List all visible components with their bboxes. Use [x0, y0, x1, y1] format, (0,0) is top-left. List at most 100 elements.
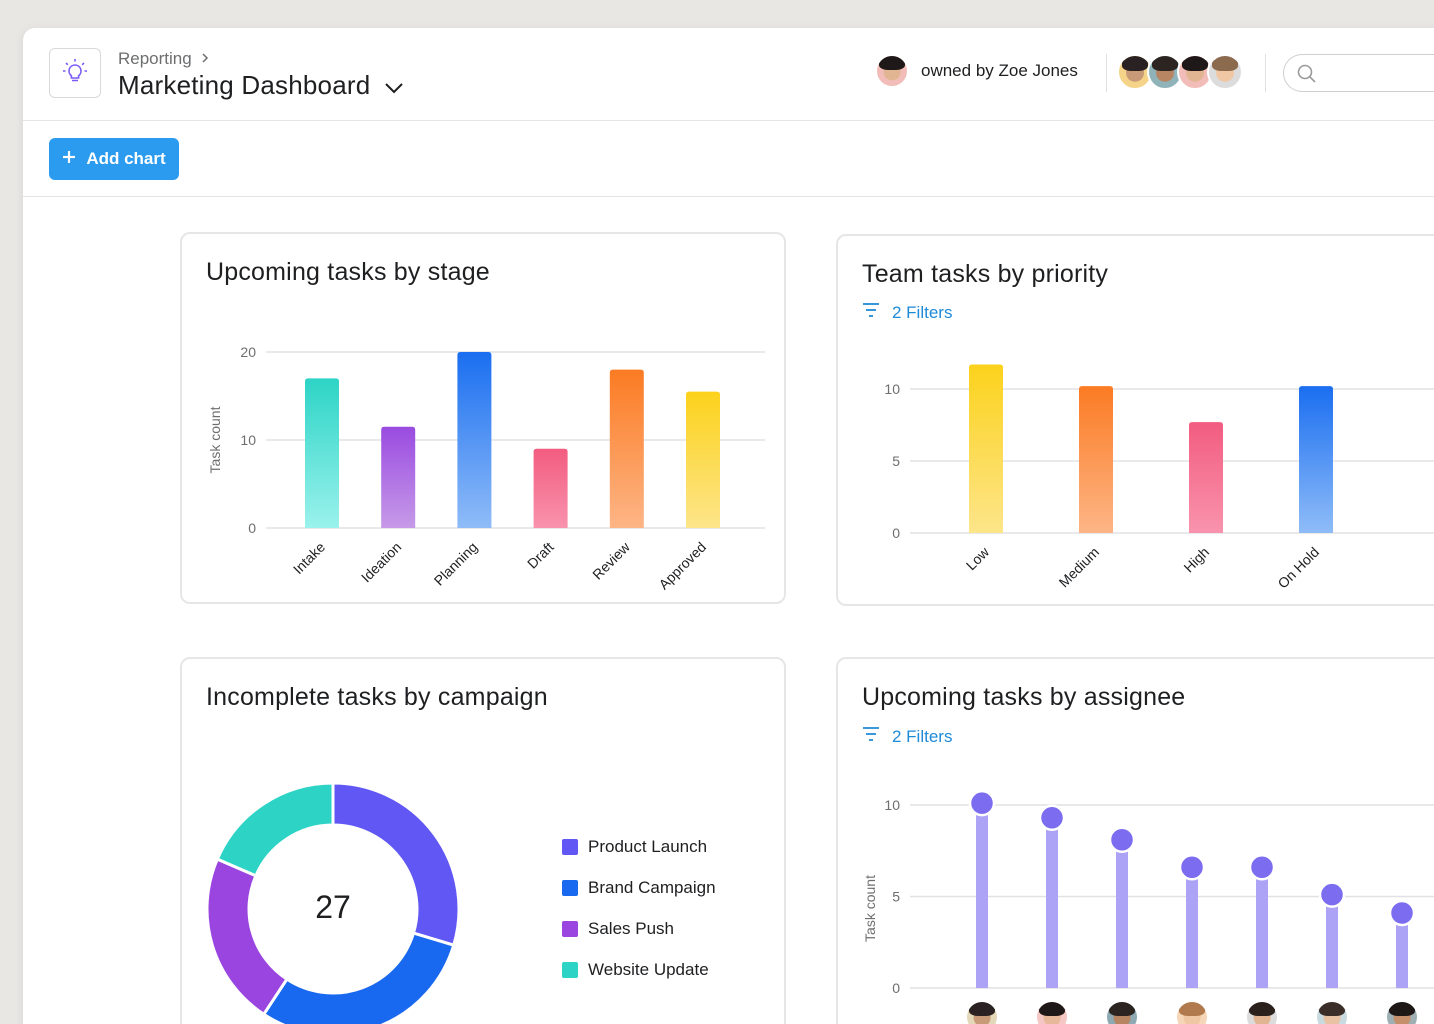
chevron-down-icon[interactable] — [384, 70, 404, 101]
add-chart-label: Add chart — [86, 149, 166, 168]
y-axis-label: Task count — [862, 875, 878, 942]
filters-label: 2 Filters — [892, 726, 953, 746]
lollipop-stem — [1396, 912, 1408, 988]
filter-icon — [862, 726, 880, 747]
bar-approved — [686, 391, 720, 528]
plus-icon — [62, 149, 76, 169]
add-chart-button[interactable]: Add chart — [49, 138, 179, 180]
assignee-avatar[interactable] — [965, 1000, 999, 1024]
legend-item[interactable]: Brand Campaign — [562, 878, 716, 898]
legend-swatch — [562, 839, 578, 855]
legend-swatch — [562, 962, 578, 978]
page-title[interactable]: Marketing Dashboard — [118, 70, 404, 101]
x-tick-label: Planning — [431, 539, 481, 589]
bar-planning — [457, 352, 492, 528]
bar-on-hold — [1299, 386, 1333, 533]
filters-button[interactable]: 2 Filters — [862, 726, 952, 747]
lollipop-stem — [1326, 894, 1338, 988]
stage-bar-chart[interactable]: 0 10 20 Task count Intake Ideation Planning Dra… — [182, 234, 786, 604]
lollipop-point — [1178, 853, 1206, 881]
search-icon — [1296, 63, 1318, 90]
lollipop-stem — [976, 803, 988, 988]
filters-label: 2 Filters — [892, 302, 953, 322]
donut-slice-website-update — [215, 781, 335, 878]
bar-ideation — [381, 426, 416, 528]
y-tick-label: 0 — [892, 525, 900, 541]
y-tick-label: 10 — [240, 432, 256, 448]
chart-card-assignee[interactable]: Upcoming tasks by assignee 2 Filters 0 5 1… — [836, 657, 1434, 1024]
card-title: Team tasks by priority — [862, 260, 1109, 288]
card-title: Upcoming tasks by stage — [206, 258, 490, 286]
donut-total: 27 — [315, 889, 351, 925]
chart-card-campaign[interactable]: Incomplete tasks by campaign 27 Product … — [180, 657, 786, 1024]
x-tick-label: Review — [589, 538, 633, 582]
owner-info[interactable]: owned by Zoe Jones — [875, 54, 1078, 88]
y-axis-label: Task count — [207, 406, 223, 473]
lollipop-stem — [1046, 817, 1058, 988]
legend-item[interactable]: Sales Push — [562, 919, 674, 939]
header-divider — [1265, 54, 1266, 92]
lollipop-stem — [1186, 867, 1198, 988]
assignee-avatar[interactable] — [1035, 1000, 1069, 1024]
x-tick-label: On Hold — [1274, 544, 1322, 592]
breadcrumb[interactable]: Reporting — [118, 49, 210, 69]
card-title: Incomplete tasks by campaign — [206, 683, 548, 711]
bar-intake — [305, 378, 339, 528]
y-tick-label: 10 — [884, 797, 900, 813]
app-window: Reporting Marketing Dashboard owned by Z… — [23, 28, 1434, 1024]
x-tick-label: Medium — [1056, 544, 1103, 591]
x-tick-label: Approved — [655, 539, 709, 593]
toolbar: Add chart — [23, 121, 1434, 197]
legend-item[interactable]: Product Launch — [562, 837, 707, 857]
lollipop-point — [1318, 881, 1346, 908]
y-tick-label: 10 — [884, 381, 900, 397]
search-input[interactable] — [1283, 54, 1434, 92]
bar-low — [969, 364, 1003, 533]
donut-slice-product-launch — [331, 781, 461, 948]
assignee-lollipop-chart[interactable]: 0 5 10 Task count — [838, 659, 1434, 1024]
card-title: Upcoming tasks by assignee — [862, 683, 1186, 711]
legend-item[interactable]: Website Update — [562, 960, 709, 980]
lollipop-point — [968, 789, 996, 817]
chart-card-stage[interactable]: Upcoming tasks by stage 0 10 20 Task count I… — [180, 232, 786, 604]
assignee-avatar[interactable] — [1245, 1000, 1279, 1024]
campaign-donut-chart[interactable] — [182, 659, 786, 1024]
lollipop-point — [1248, 853, 1276, 881]
owner-label: owned by Zoe Jones — [921, 61, 1078, 80]
breadcrumb-reporting[interactable]: Reporting — [118, 49, 192, 68]
lollipop-point — [1108, 826, 1136, 854]
priority-bar-chart[interactable]: 0 5 10 Low Medium High On Hold — [838, 236, 1434, 606]
y-tick-label: 5 — [892, 453, 900, 469]
bar-medium — [1079, 386, 1113, 533]
assignee-avatar[interactable] — [1105, 1000, 1139, 1024]
x-tick-label: Ideation — [358, 539, 405, 586]
chart-card-priority[interactable]: Team tasks by priority 2 Filters 0 5 10 Low… — [836, 234, 1434, 606]
filters-button[interactable]: 2 Filters — [862, 302, 952, 323]
legend-label: Sales Push — [588, 919, 674, 938]
filter-icon — [862, 302, 880, 323]
lollipop-point — [1388, 899, 1416, 927]
legend-swatch — [562, 880, 578, 896]
x-tick-label: High — [1180, 544, 1212, 576]
assignee-avatar[interactable] — [1175, 1000, 1209, 1024]
lollipop-stem — [1256, 867, 1268, 988]
y-tick-label: 0 — [892, 980, 900, 996]
member-avatar[interactable] — [1147, 54, 1183, 90]
page-title-text: Marketing Dashboard — [118, 70, 371, 100]
legend-label: Brand Campaign — [588, 878, 716, 897]
lollipop-stem — [1116, 839, 1128, 988]
dashboard-icon-tile[interactable] — [49, 48, 101, 98]
assignee-avatar[interactable] — [1315, 1000, 1349, 1024]
header-divider — [1106, 54, 1107, 92]
legend-label: Product Launch — [588, 837, 708, 856]
bar-draft — [533, 448, 568, 528]
member-avatar[interactable] — [1207, 54, 1243, 90]
lightbulb-icon — [60, 56, 90, 91]
owner-avatar[interactable] — [875, 54, 909, 88]
assignee-avatar[interactable] — [1385, 1000, 1419, 1024]
y-tick-label: 20 — [240, 344, 256, 360]
bar-review — [609, 369, 644, 528]
header: Reporting Marketing Dashboard owned by Z… — [23, 28, 1434, 121]
legend-label: Website Update — [588, 960, 709, 979]
member-avatars[interactable] — [1117, 54, 1243, 90]
